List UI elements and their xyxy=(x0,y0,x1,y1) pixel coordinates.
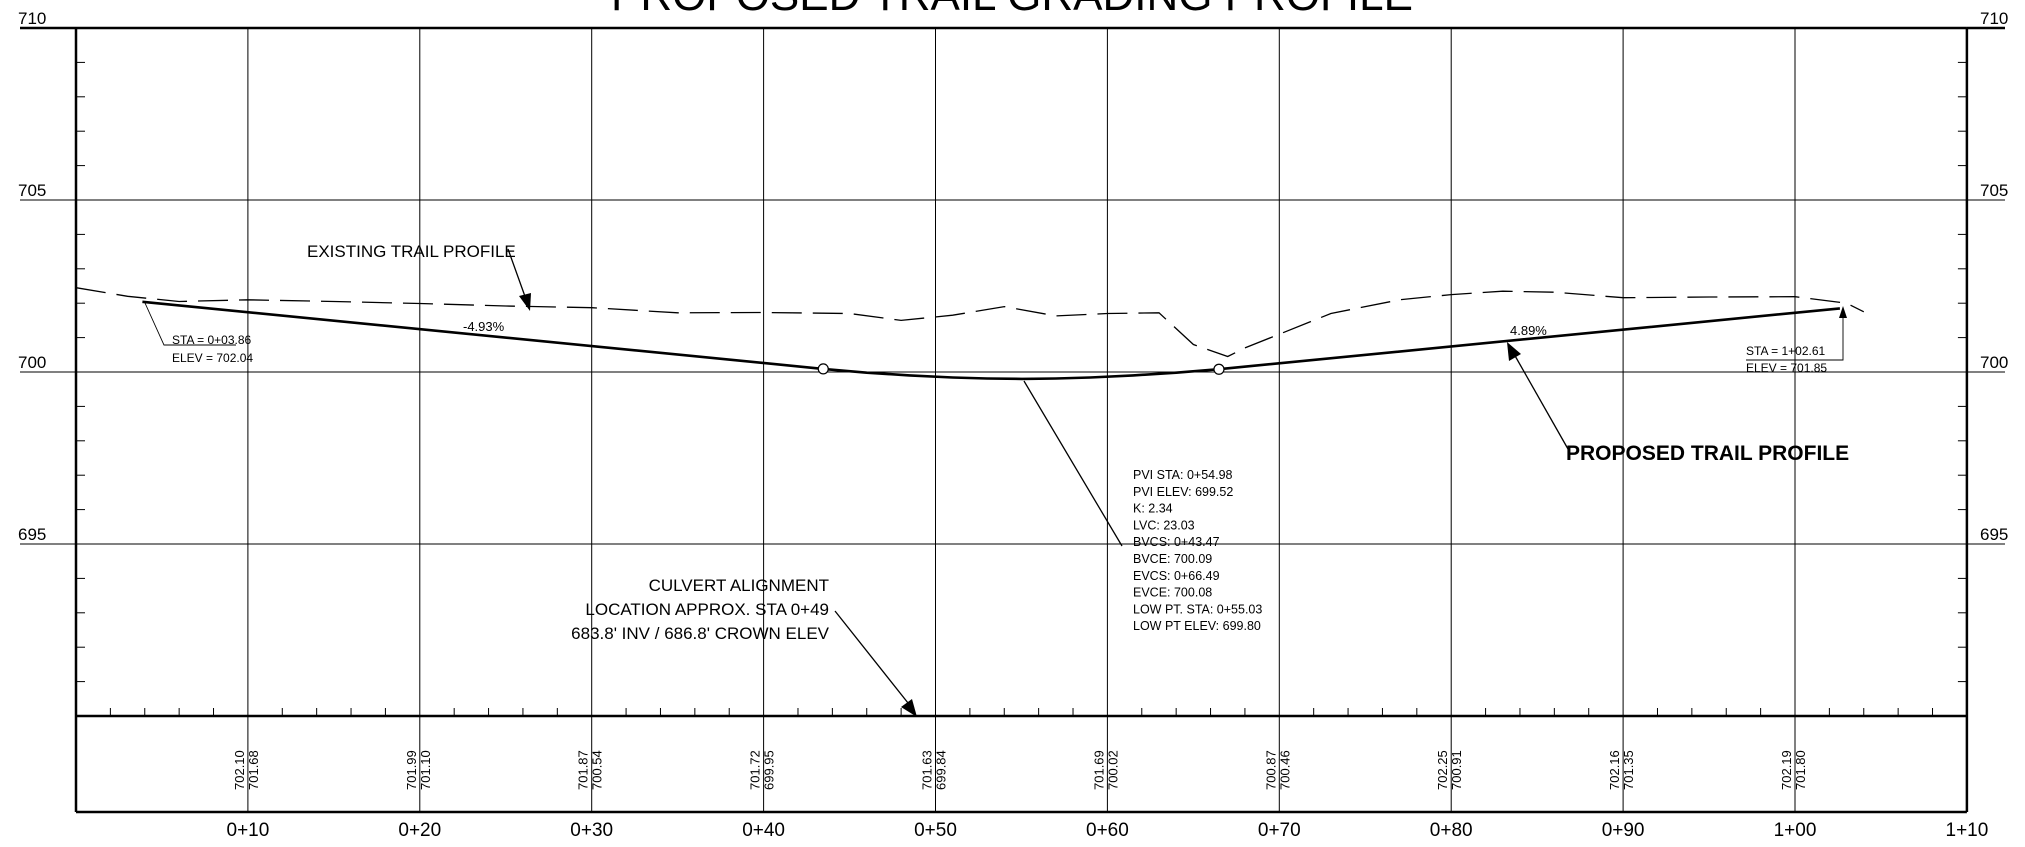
table-proposed-value: 701.68 xyxy=(246,750,261,790)
start-station-label: STA = 0+03.86 xyxy=(172,333,251,347)
table-existing-value: 701.87 xyxy=(576,750,591,790)
existing-label-leader xyxy=(507,248,528,303)
grid xyxy=(20,27,2005,812)
curve-data-line: K: 2.34 xyxy=(1133,502,1173,516)
station-label: 0+50 xyxy=(914,820,957,841)
end-point-leader xyxy=(1746,310,1844,361)
vertical-curve-point xyxy=(817,363,829,375)
elevation-label-right: 695 xyxy=(1980,525,2008,544)
table-existing-value: 700.87 xyxy=(1263,750,1278,790)
table-proposed-value: 699.84 xyxy=(934,750,949,790)
culvert-leader xyxy=(834,610,913,709)
table-proposed-value: 701.35 xyxy=(1621,750,1636,790)
curve-data-line: LOW PT. STA: 0+55.03 xyxy=(1133,602,1262,616)
station-label: 0+40 xyxy=(742,820,785,841)
axis-ticks xyxy=(76,61,1967,716)
table-existing-value: 701.69 xyxy=(1091,750,1106,790)
curve-data-line: PVI ELEV: 699.52 xyxy=(1133,485,1233,499)
station-label: 1+10 xyxy=(1946,820,1989,841)
station-label: 1+00 xyxy=(1774,820,1817,841)
drawing-title: PROPOSED TRAIL GRADING PROFILE xyxy=(611,0,1413,20)
table-existing-value: 702.16 xyxy=(1607,750,1622,790)
curve-data-line: BVCS: 0+43.47 xyxy=(1133,535,1220,549)
culvert-note: CULVERT ALIGNMENT LOCATION APPROX. STA 0+… xyxy=(571,576,829,643)
table-proposed-value: 699.95 xyxy=(762,750,777,790)
elevation-label-left: 695 xyxy=(18,525,46,544)
table-proposed-value: 700.46 xyxy=(1277,750,1292,790)
existing-profile-label: EXISTING TRAIL PROFILE xyxy=(307,242,516,261)
grade-right-label: 4.89% xyxy=(1510,323,1547,338)
curve-data-line: PVI STA: 0+54.98 xyxy=(1133,468,1233,482)
station-label: 0+30 xyxy=(570,820,613,841)
profile-table: 702.10 701.68 701.99 701.10 701.87 700.54 701.… xyxy=(232,750,1808,790)
proposed-label-leader xyxy=(1513,353,1569,450)
elevation-label-right: 700 xyxy=(1980,353,2008,372)
table-proposed-value: 700.54 xyxy=(590,750,605,790)
table-proposed-value: 701.10 xyxy=(418,750,433,790)
station-label: 0+60 xyxy=(1086,820,1129,841)
vertical-curve-point xyxy=(1213,363,1225,375)
culvert-arrowhead xyxy=(901,699,917,717)
culvert-note-line: 683.8' INV / 686.8' CROWN ELEV xyxy=(571,624,829,643)
existing-profile-line xyxy=(75,287,1865,358)
vertical-curve-points xyxy=(817,363,1225,375)
existing-label-arrowhead xyxy=(519,293,531,311)
table-existing-value: 702.25 xyxy=(1435,750,1450,790)
curve-data-line: EVCS: 0+66.49 xyxy=(1133,569,1220,583)
table-existing-value: 701.63 xyxy=(920,750,935,790)
proposed-profile-line xyxy=(142,300,1841,381)
curve-data-block: PVI STA: 0+54.98 PVI ELEV: 699.52 K: 2.34 L… xyxy=(1133,468,1262,633)
table-proposed-value: 701.80 xyxy=(1793,750,1808,790)
station-label: 0+90 xyxy=(1602,820,1645,841)
grade-left-label: -4.93% xyxy=(463,319,505,334)
end-point-arrowhead xyxy=(1839,306,1847,318)
end-station-label: STA = 1+02.61 xyxy=(1746,344,1825,358)
start-elevation-label: ELEV = 702.04 xyxy=(172,351,253,365)
end-elevation-label: ELEV = 701.85 xyxy=(1746,361,1827,375)
elevation-label-left: 700 xyxy=(18,353,46,372)
frame xyxy=(20,26,2005,814)
curve-data-line: EVCE: 700.08 xyxy=(1133,586,1212,600)
station-label: 0+70 xyxy=(1258,820,1301,841)
elevation-label-right: 705 xyxy=(1980,181,2008,200)
curve-data-line: LVC: 23.03 xyxy=(1133,518,1195,532)
proposed-profile-label: PROPOSED TRAIL PROFILE xyxy=(1566,442,1849,465)
table-proposed-value: 700.02 xyxy=(1105,750,1120,790)
station-labels: 0+10 0+20 0+30 0+40 0+50 0+60 0+70 0+80 0+90 1+00… xyxy=(227,820,1989,841)
proposed-label-arrowhead xyxy=(1507,342,1521,361)
station-label: 0+20 xyxy=(398,820,441,841)
station-label: 0+10 xyxy=(227,820,270,841)
culvert-note-line: CULVERT ALIGNMENT xyxy=(649,576,829,595)
elevation-label-left: 710 xyxy=(18,9,46,28)
station-label: 0+80 xyxy=(1430,820,1473,841)
start-point-leader xyxy=(144,302,236,346)
curve-data-leader xyxy=(1023,380,1123,547)
curve-data-line: LOW PT ELEV: 699.80 xyxy=(1133,619,1261,633)
table-proposed-value: 700.91 xyxy=(1449,750,1464,790)
elevation-label-left: 705 xyxy=(18,181,46,200)
table-existing-value: 701.99 xyxy=(404,750,419,790)
culvert-note-line: LOCATION APPROX. STA 0+49 xyxy=(585,600,829,619)
elevation-label-right: 710 xyxy=(1980,9,2008,28)
curve-data-line: BVCE: 700.09 xyxy=(1133,552,1212,566)
table-existing-value: 702.19 xyxy=(1779,750,1794,790)
elevation-labels: 710 710 705 705 700 700 695 695 xyxy=(18,9,2008,544)
table-existing-value: 702.10 xyxy=(232,750,247,790)
table-existing-value: 701.72 xyxy=(748,750,763,790)
